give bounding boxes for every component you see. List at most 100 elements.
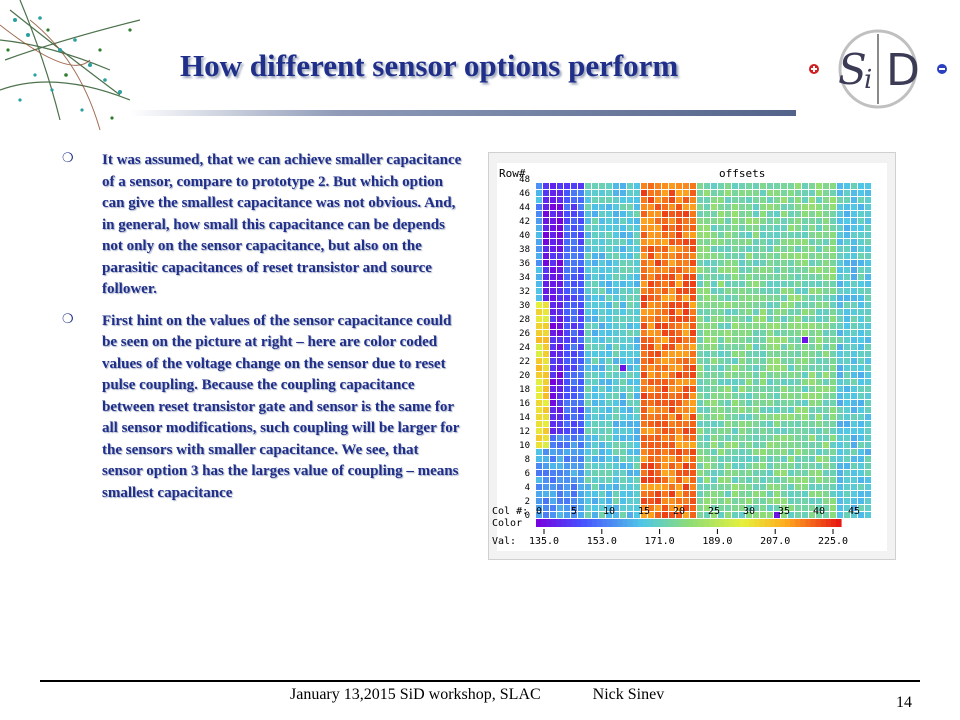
color-label: Color <box>492 518 522 529</box>
heatmap-cell <box>557 183 563 189</box>
color-scale-segment <box>693 519 700 527</box>
heatmap-cell <box>774 470 780 476</box>
heatmap-cell <box>816 295 822 301</box>
heatmap-cell <box>739 274 745 280</box>
heatmap-cell <box>767 323 773 329</box>
heatmap-cell <box>543 456 549 462</box>
heatmap-cell <box>795 407 801 413</box>
heatmap-cell <box>669 309 675 315</box>
heatmap-cell <box>613 218 619 224</box>
color-scale-segment <box>805 519 812 527</box>
heatmap-cell <box>760 330 766 336</box>
heatmap-cell <box>627 421 633 427</box>
heatmap-cell <box>662 393 668 399</box>
heatmap-cell <box>844 358 850 364</box>
heatmap-cell <box>648 337 654 343</box>
heatmap-cell <box>767 400 773 406</box>
heatmap-cell <box>725 190 731 196</box>
heatmap-cell <box>816 414 822 420</box>
heatmap-cell <box>774 288 780 294</box>
heatmap-cell <box>606 274 612 280</box>
heatmap-cell <box>851 239 857 245</box>
color-scale-segment <box>602 519 608 527</box>
heatmap-cell <box>802 449 808 455</box>
heatmap-cell <box>739 309 745 315</box>
heatmap-cell <box>683 414 689 420</box>
row-tick-label: 32 <box>519 287 530 297</box>
heatmap-cell <box>620 323 626 329</box>
heatmap-cell <box>816 435 822 441</box>
heatmap-cell <box>753 372 759 378</box>
heatmap-cell <box>655 316 661 322</box>
heatmap-cell <box>746 253 752 259</box>
heatmap-cell <box>578 491 584 497</box>
heatmap-cell <box>606 288 612 294</box>
heatmap-cell <box>830 477 836 483</box>
heatmap-cell <box>837 477 843 483</box>
heatmap-cell <box>781 218 787 224</box>
heatmap-cell <box>837 442 843 448</box>
heatmap-cell <box>571 267 577 273</box>
heatmap-cell <box>704 197 710 203</box>
row-tick-label: 34 <box>519 273 530 283</box>
heatmap-cell <box>641 358 647 364</box>
heatmap-cell <box>809 288 815 294</box>
heatmap-cell <box>606 512 612 518</box>
heatmap-cell <box>802 337 808 343</box>
heatmap-cell <box>774 435 780 441</box>
heatmap-cell <box>641 386 647 392</box>
heatmap-cell <box>543 337 549 343</box>
heatmap-cell <box>578 505 584 511</box>
heatmap-cell <box>746 498 752 504</box>
heatmap-cell <box>837 295 843 301</box>
heatmap-cell <box>697 351 703 357</box>
heatmap-cell <box>746 400 752 406</box>
heatmap-cell <box>543 190 549 196</box>
heatmap-cell <box>599 393 605 399</box>
heatmap-cell <box>543 386 549 392</box>
heatmap-cell <box>802 498 808 504</box>
heatmap-cell <box>543 407 549 413</box>
heatmap-cell <box>662 260 668 266</box>
heatmap-cell <box>858 400 864 406</box>
scale-tick-label: 189.0 <box>702 536 732 547</box>
heatmap-cell <box>739 428 745 434</box>
heatmap-cell <box>648 260 654 266</box>
heatmap-cell <box>753 337 759 343</box>
heatmap-cell <box>592 477 598 483</box>
heatmap-cell <box>781 190 787 196</box>
heatmap-cell <box>613 372 619 378</box>
heatmap-cell <box>781 449 787 455</box>
heatmap-cell <box>830 351 836 357</box>
heatmap-cell <box>802 190 808 196</box>
heatmap-cell <box>788 218 794 224</box>
heatmap-cell <box>760 225 766 231</box>
heatmap-cell <box>648 442 654 448</box>
heatmap-cell <box>858 386 864 392</box>
heatmap-cell <box>851 218 857 224</box>
heatmap-cell <box>823 379 829 385</box>
heatmap-cell <box>795 400 801 406</box>
heatmap-cell <box>585 232 591 238</box>
heatmap-cell <box>704 281 710 287</box>
open-circle-bullet-icon: ❍ <box>62 151 74 166</box>
heatmap-cell <box>704 435 710 441</box>
heatmap-cell <box>613 232 619 238</box>
heatmap-cell <box>858 225 864 231</box>
heatmap-cell <box>816 204 822 210</box>
heatmap-cell <box>767 295 773 301</box>
heatmap-cell <box>627 323 633 329</box>
heatmap-cell <box>732 365 738 371</box>
heatmap-cell <box>669 232 675 238</box>
heatmap-cell <box>683 386 689 392</box>
heatmap-cell <box>599 407 605 413</box>
heatmap-cell <box>704 316 710 322</box>
heatmap-cell <box>732 211 738 217</box>
heatmap-cell <box>781 260 787 266</box>
heatmap-cell <box>557 372 563 378</box>
heatmap-cell <box>823 260 829 266</box>
heatmap-cell <box>683 428 689 434</box>
heatmap-cell <box>753 260 759 266</box>
heatmap-cell <box>760 456 766 462</box>
color-scale-segment <box>734 519 740 527</box>
